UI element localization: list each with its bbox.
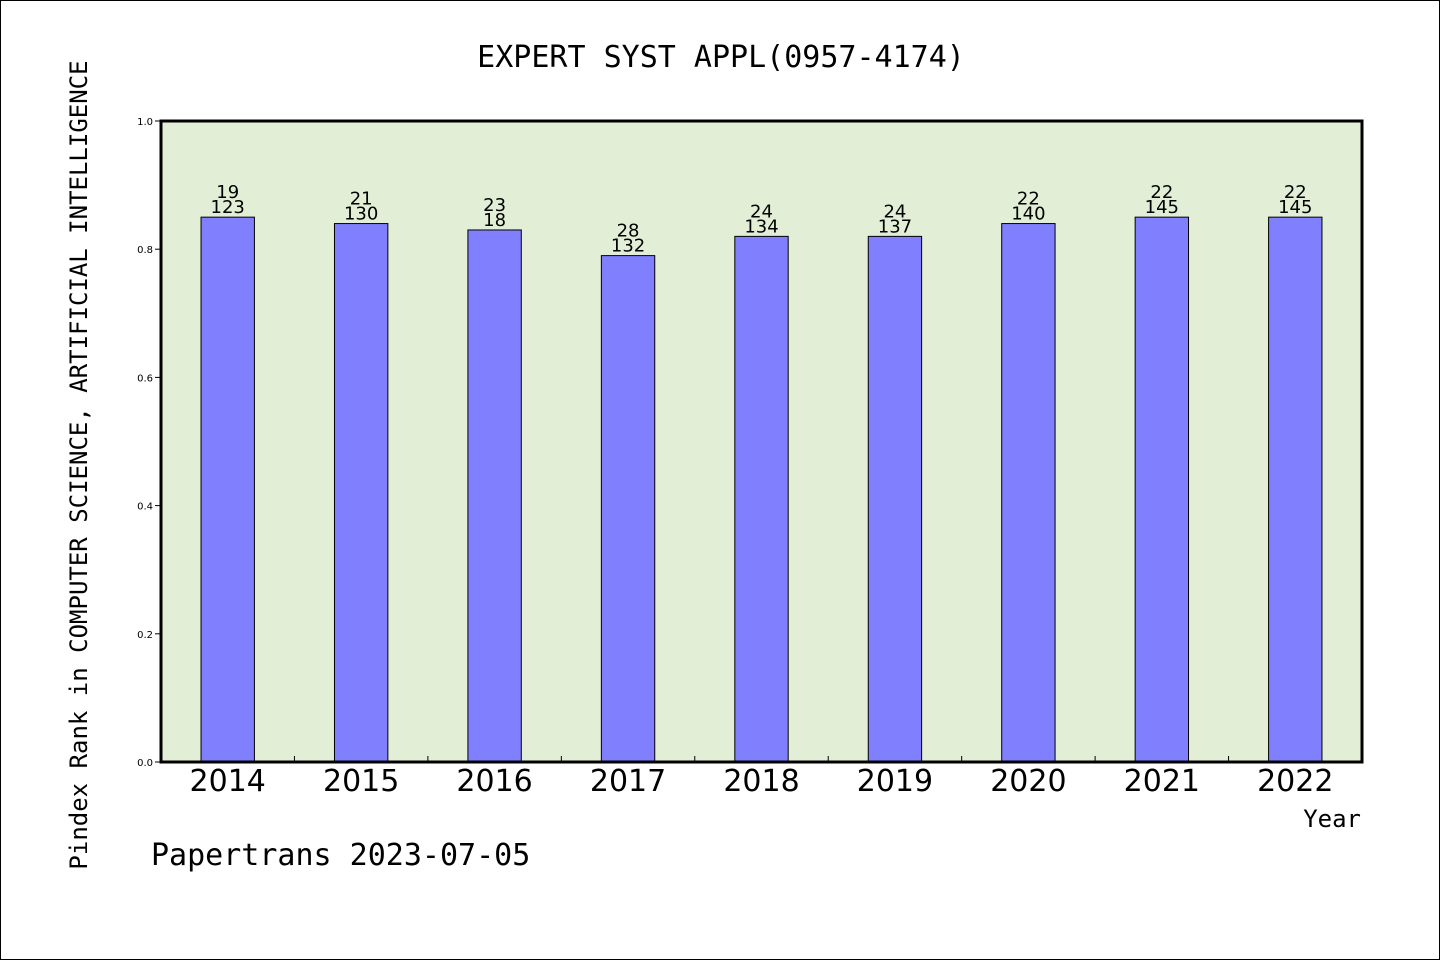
y-axis: 0.0 0.2 0.4 0.6 0.8 1.0 [137, 117, 161, 769]
x-tick-label: 2019 [857, 764, 933, 799]
bar-rank-label: 22 [1150, 182, 1173, 203]
x-tick-label: 2017 [590, 764, 666, 799]
bar-rank-label: 28 [617, 221, 640, 242]
y-tick-label: 0.8 [137, 245, 153, 256]
y-axis-label: Pindex Rank in COMPUTER SCIENCE, ARTIFIC… [65, 60, 93, 869]
bar-total-label: 137 [878, 216, 912, 237]
x-axis: 2014 2015 2016 2017 2018 2019 2020 2021 2022 [190, 756, 1333, 799]
footer-credit: Papertrans 2023-07-05 [151, 838, 530, 873]
x-tick-label: 2018 [723, 764, 799, 799]
bar-rank-label: 24 [883, 201, 906, 222]
x-tick-label: 2015 [323, 764, 399, 799]
bar-rank-label: 23 [483, 195, 506, 216]
y-tick-label: 1.0 [137, 117, 153, 128]
bar-total-label: 140 [1011, 204, 1045, 225]
bar [734, 235, 789, 763]
bar-total-label: 132 [611, 236, 645, 257]
x-tick-label: 2016 [456, 764, 532, 799]
bar [467, 229, 522, 763]
bar-rank-label: 19 [216, 182, 239, 203]
bar-rank-label: 22 [1284, 182, 1307, 203]
bar-rank-label: 22 [1017, 189, 1040, 210]
y-tick-label: 0.4 [137, 502, 153, 513]
x-tick-label: 2021 [1124, 764, 1200, 799]
bar-total-label: 145 [1145, 197, 1179, 218]
x-tick-label: 2022 [1257, 764, 1333, 799]
y-tick-label: 0.0 [137, 758, 153, 769]
bar [200, 216, 255, 763]
bar [333, 223, 389, 763]
x-tick-label: 2014 [190, 764, 266, 799]
bar [1001, 223, 1056, 763]
bar-total-label: 134 [744, 216, 778, 237]
bar-total-label: 130 [344, 204, 378, 225]
bar [600, 255, 656, 763]
y-tick-label: 0.2 [137, 630, 153, 641]
bar [1268, 216, 1323, 763]
x-axis-label: Year [1303, 805, 1361, 833]
x-tick-label: 2020 [990, 764, 1066, 799]
bar-total-label: 145 [1278, 197, 1312, 218]
bar [1134, 216, 1190, 763]
plot-border [159, 119, 1364, 764]
bar-total-label: 123 [211, 197, 245, 218]
chart-title: EXPERT SYST APPL(0957-4174) [477, 40, 965, 75]
bar [867, 235, 923, 763]
bar-rank-label: 24 [750, 201, 773, 222]
bar-total-label: 18 [483, 210, 506, 231]
bar-rank-label: 21 [350, 189, 373, 210]
y-tick-label: 0.6 [137, 373, 153, 384]
